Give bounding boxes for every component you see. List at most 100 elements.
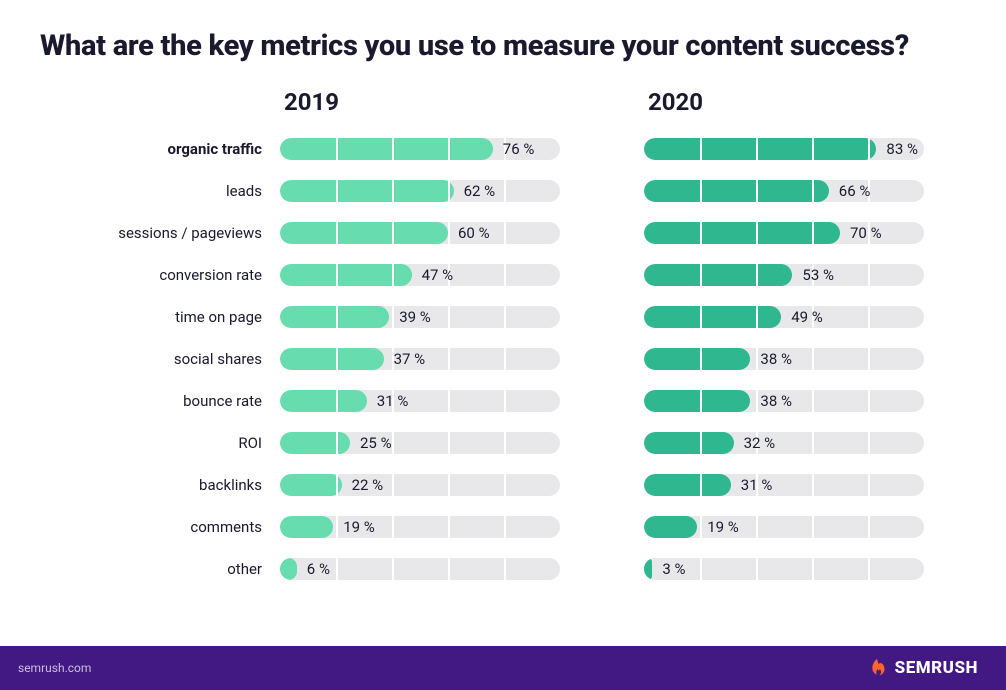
bar-track xyxy=(644,138,924,160)
bar-fill xyxy=(644,222,840,244)
bar-value-label: 62 % xyxy=(464,182,496,200)
bar-fill xyxy=(644,180,829,202)
bar-value-label: 25 % xyxy=(360,434,392,452)
bar-track xyxy=(280,432,560,454)
footer-brand-name: SEMRUSH xyxy=(895,658,978,678)
bar-track xyxy=(280,474,560,496)
bar-fill xyxy=(280,390,367,412)
bar-row: 32 % xyxy=(644,422,968,464)
metric-label: ROI xyxy=(80,422,280,464)
bar-value-label: 38 % xyxy=(760,350,792,368)
bar-fill xyxy=(644,516,697,538)
bar-fill xyxy=(280,222,448,244)
metric-label: social shares xyxy=(80,338,280,380)
bar-row: 31 % xyxy=(280,380,604,422)
bar-row: 25 % xyxy=(280,422,604,464)
bar-value-label: 53 % xyxy=(802,266,834,284)
bar-row: 3 % xyxy=(644,548,968,590)
bar-fill xyxy=(280,474,342,496)
bar-row: 22 % xyxy=(280,464,604,506)
bar-track xyxy=(644,432,924,454)
bar-track xyxy=(280,264,560,286)
page-title: What are the key metrics you use to meas… xyxy=(40,28,966,64)
bar-fill xyxy=(280,516,333,538)
bar-row: 66 % xyxy=(644,170,968,212)
bar-row: 38 % xyxy=(644,338,968,380)
metric-label: leads xyxy=(80,170,280,212)
chart-container: What are the key metrics you use to meas… xyxy=(0,0,1006,590)
bar-fill xyxy=(280,432,350,454)
bar-fill xyxy=(644,474,731,496)
bar-value-label: 60 % xyxy=(458,224,490,242)
bar-fill xyxy=(644,264,792,286)
bar-value-label: 83 % xyxy=(886,140,918,158)
chart-wrap: organic trafficleadssessions / pageviews… xyxy=(40,88,966,590)
bar-fill xyxy=(644,138,876,160)
bar-value-label: 22 % xyxy=(352,476,384,494)
bar-value-label: 3 % xyxy=(662,560,685,578)
bar-fill xyxy=(280,558,297,580)
bar-track xyxy=(644,222,924,244)
bar-track xyxy=(280,390,560,412)
bar-row: 60 % xyxy=(280,212,604,254)
bar-value-label: 31 % xyxy=(741,476,773,494)
footer-brand: SEMRUSH xyxy=(865,657,978,679)
bar-fill xyxy=(280,306,389,328)
bar-track xyxy=(644,516,924,538)
bar-row: 19 % xyxy=(644,506,968,548)
bar-fill xyxy=(280,138,493,160)
bar-value-label: 31 % xyxy=(377,392,409,410)
metric-label: bounce rate xyxy=(80,380,280,422)
bar-row: 6 % xyxy=(280,548,604,590)
bar-row: 39 % xyxy=(280,296,604,338)
bar-row: 49 % xyxy=(644,296,968,338)
bars-column-2020: 2020 83 % 66 % 70 % 53 % 49 % 38 % 38 % 32 % 31 … xyxy=(644,88,968,590)
bar-value-label: 19 % xyxy=(707,518,739,536)
bar-value-label: 76 % xyxy=(503,140,535,158)
bar-value-label: 39 % xyxy=(399,308,431,326)
bar-track xyxy=(644,264,924,286)
bar-track xyxy=(280,222,560,244)
bar-value-label: 37 % xyxy=(394,350,426,368)
footer-bar: semrush.com SEMRUSH xyxy=(0,646,1006,690)
semrush-flame-icon xyxy=(865,657,887,679)
bar-value-label: 32 % xyxy=(744,434,776,452)
bar-fill xyxy=(644,348,750,370)
bar-row: 38 % xyxy=(644,380,968,422)
metric-label: comments xyxy=(80,506,280,548)
year-header-2019: 2019 xyxy=(280,88,604,128)
metric-label: other xyxy=(80,548,280,590)
metric-label: conversion rate xyxy=(80,254,280,296)
metric-label: sessions / pageviews xyxy=(80,212,280,254)
bar-track xyxy=(280,516,560,538)
bar-fill xyxy=(280,264,412,286)
bar-row: 70 % xyxy=(644,212,968,254)
metric-label: time on page xyxy=(80,296,280,338)
footer-url: semrush.com xyxy=(18,661,91,675)
bar-row: 76 % xyxy=(280,128,604,170)
bar-track xyxy=(644,558,924,580)
bar-fill xyxy=(280,180,454,202)
bar-fill xyxy=(644,306,781,328)
bar-fill xyxy=(644,390,750,412)
bar-track xyxy=(280,180,560,202)
bar-row: 83 % xyxy=(644,128,968,170)
bar-fill xyxy=(280,348,384,370)
bar-value-label: 6 % xyxy=(307,560,330,578)
bar-row: 37 % xyxy=(280,338,604,380)
bar-fill xyxy=(644,432,734,454)
metric-labels-column: organic trafficleadssessions / pageviews… xyxy=(80,88,280,590)
bar-value-label: 66 % xyxy=(839,182,871,200)
bar-row: 19 % xyxy=(280,506,604,548)
bar-fill xyxy=(644,558,652,580)
bar-value-label: 19 % xyxy=(343,518,375,536)
column-gap xyxy=(604,88,644,590)
bar-value-label: 49 % xyxy=(791,308,823,326)
bar-value-label: 70 % xyxy=(850,224,882,242)
bar-row: 47 % xyxy=(280,254,604,296)
bar-track xyxy=(644,180,924,202)
metric-label: organic traffic xyxy=(80,128,280,170)
year-header-2020: 2020 xyxy=(644,88,968,128)
bar-row: 31 % xyxy=(644,464,968,506)
bar-row: 62 % xyxy=(280,170,604,212)
